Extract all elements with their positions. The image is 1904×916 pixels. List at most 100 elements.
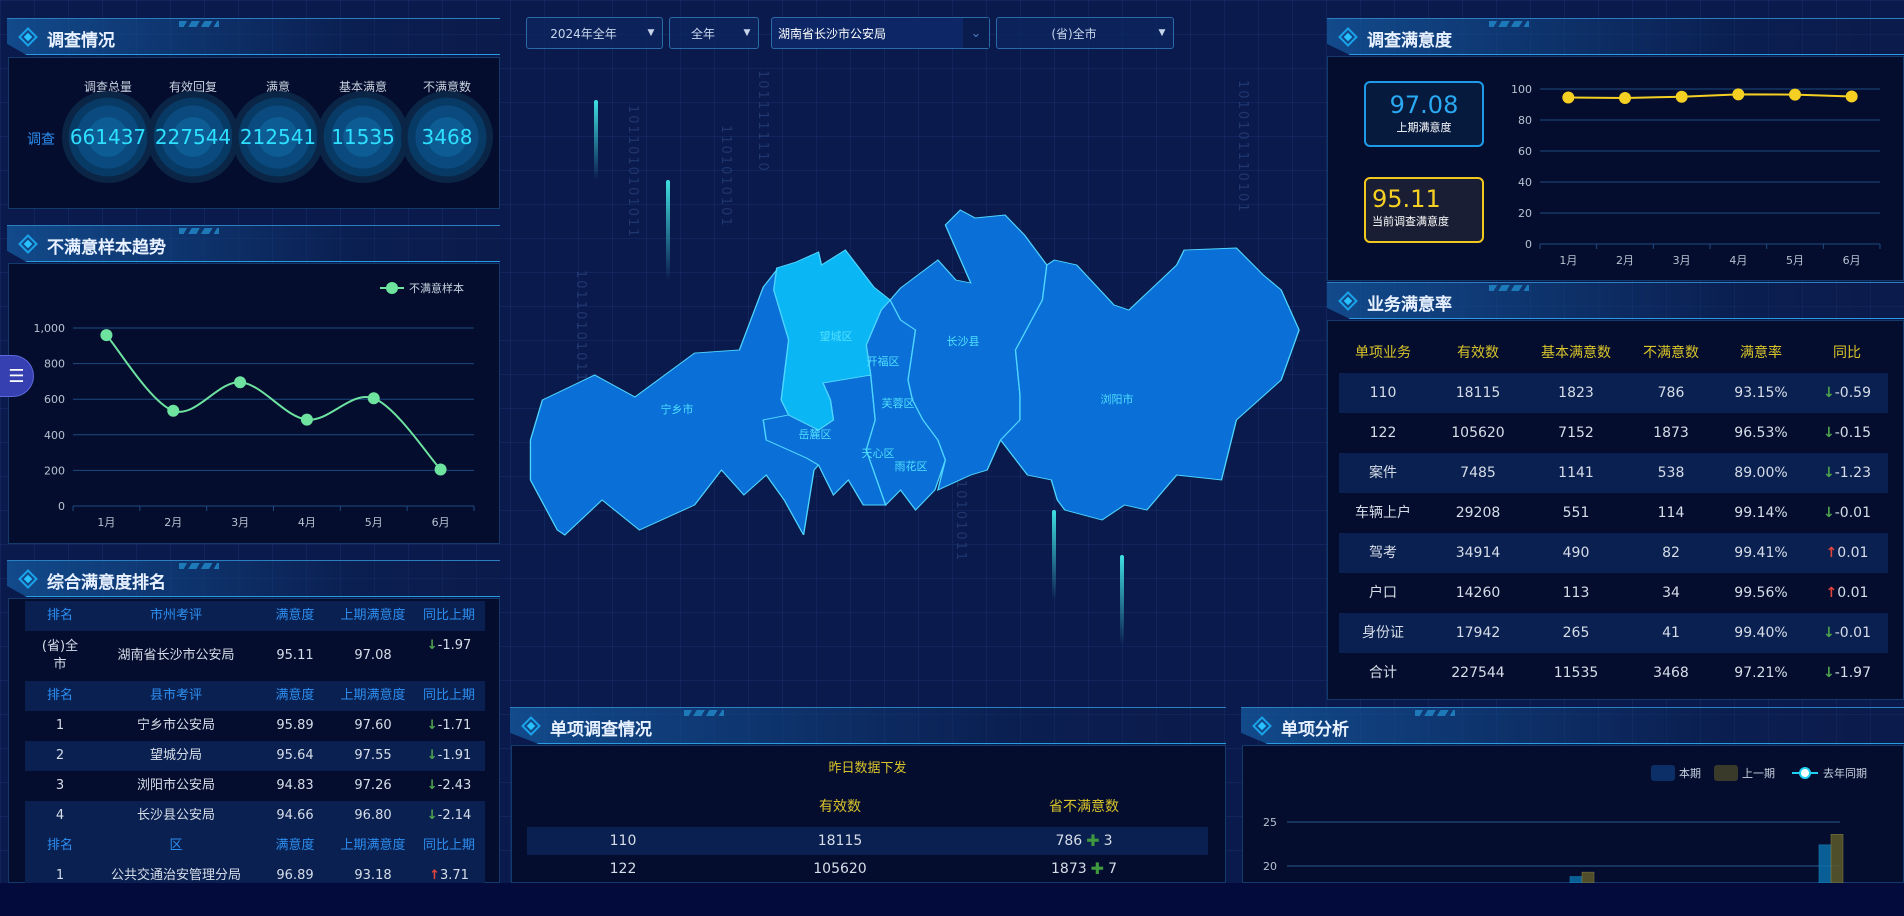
panel-title: 业务满意率 (1367, 295, 1452, 315)
diamond-icon (18, 569, 38, 589)
menu-collapse-icon: ☰ (8, 365, 25, 387)
change-value: -1.91 (437, 748, 472, 763)
ranking-row[interactable]: 4 长沙县公安局 94.66 96.80 ↓ -2.14 (25, 801, 485, 831)
arrow-up-icon: ↑ (429, 868, 440, 883)
year-select[interactable]: 2024年全年 ▼ (526, 17, 663, 49)
stripes-decoration (179, 228, 219, 234)
legend-label: 去年同期 (1823, 766, 1867, 780)
biz-header-row: 单项业务 有效数 基本满意数 不满意数 满意率 同比 (1339, 333, 1888, 373)
arrow-down-icon: ↓ (1823, 505, 1835, 521)
data-point (434, 463, 447, 476)
period-select[interactable]: 全年 ▼ (669, 17, 759, 49)
ranking-row[interactable]: (省)全市 湖南省长沙市公安局 95.11 97.08 ↓ -1.97 (25, 631, 485, 681)
arrow-down-icon: ↓ (1823, 465, 1835, 481)
diamond-icon (521, 716, 541, 736)
ranking-row[interactable]: 3 浏阳市公安局 94.83 97.26 ↓ -2.43 (25, 771, 485, 801)
ranking-cell: 公共交通治安管理分局 (110, 868, 241, 883)
ranking-row[interactable]: 2 望城分局 95.64 97.55 ↓ -1.91 (25, 741, 485, 771)
change-value: -2.14 (437, 808, 472, 823)
column-header: 满意度 (275, 688, 315, 703)
current-satisfaction-card: 95.11 当前调查满意度 (1364, 177, 1484, 243)
data-point (1619, 91, 1631, 104)
map-region-label: 岳麓区 (799, 428, 832, 441)
ranking-cell: 95.64 (276, 748, 314, 763)
biz-cell: 车辆上户 (1355, 505, 1411, 521)
diamond-icon (1338, 291, 1358, 311)
y-tick-label: 200 (44, 464, 65, 477)
change-value: 0.01 (1837, 585, 1869, 601)
ranking-cell: 长沙县公安局 (136, 808, 215, 823)
region-liuyang[interactable] (999, 247, 1300, 521)
ranking-cell: 宁乡市公安局 (136, 718, 215, 733)
column-header (543, 791, 703, 823)
column-header: 满意度 (275, 608, 315, 623)
biz-row[interactable]: 户口 14260 113 34 99.56% ↑ 0.01 (1339, 573, 1888, 613)
column-header: 不满意数 (1643, 345, 1699, 361)
area-value: (省)全市 (1051, 26, 1097, 41)
biz-row[interactable]: 案件 7485 1141 538 89.00% ↓ -1.23 (1339, 453, 1888, 493)
biz-row[interactable]: 车辆上户 29208 551 114 99.14% ↓ -0.01 (1339, 493, 1888, 533)
plus-icon: ✚ (1086, 831, 1100, 850)
single-row[interactable]: 122 105620 1873 ✚ 7 (527, 855, 1208, 883)
biz-table: 单项业务 有效数 基本满意数 不满意数 满意率 同比 110 18115 1823 786 93.1… (1339, 333, 1888, 693)
biz-cell: 34914 (1455, 545, 1501, 561)
prev-satisfaction-label: 上期满意度 (1396, 121, 1452, 134)
trend-chart: 0 200 400 600 800 1,000 1月 2月 3月 4月 5月 6月 不满意样本 (34, 281, 475, 529)
light-beam (1120, 555, 1124, 645)
ranking-row[interactable]: 1 宁乡市公安局 95.89 97.60 ↓ -1.71 (25, 711, 485, 741)
single-row[interactable]: 110 18115 786 ✚ 3 (527, 827, 1208, 855)
region-wangcheng[interactable] (773, 249, 891, 431)
binary-decoration: 10101011 (953, 480, 968, 563)
biz-cell: 265 (1562, 625, 1590, 641)
change-value: -1.97 (1834, 665, 1871, 681)
single-table: 有效数 省不满意数 110 18115 786 ✚ 3 122 105620 1873 ✚ 7 (527, 791, 1208, 883)
panel-title: 调查情况 (47, 31, 115, 51)
stripes-decoration (179, 21, 219, 27)
biz-row[interactable]: 驾考 34914 490 82 99.41% ↑ 0.01 (1339, 533, 1888, 573)
unsatisfied-cell: 1873 ✚ 7 (1004, 855, 1164, 883)
biz-row[interactable]: 122 105620 7152 1873 96.53% ↓ -0.15 (1339, 413, 1888, 453)
change-value: -2.43 (437, 778, 472, 793)
diamond-icon (18, 27, 38, 47)
biz-row[interactable]: 110 18115 1823 786 93.15% ↓ -0.59 (1339, 373, 1888, 413)
increase-value: 7 (1108, 861, 1117, 877)
period-value: 全年 (690, 26, 715, 41)
ranking-header-row: 排名 市州考评 满意度 上期满意度 同比上期 (25, 601, 485, 631)
change-cell: ↓ -1.23 (1797, 453, 1897, 493)
org-select[interactable]: 湖南省长沙市公安局 ⌄ (771, 17, 990, 49)
column-header: 满意度 (275, 838, 315, 853)
column-header: 同比上期 (422, 688, 475, 703)
chevron-down-icon[interactable]: ⌄ (963, 18, 989, 48)
survey-panel-header: 调查情况 (7, 18, 500, 55)
stripes-decoration (1415, 710, 1455, 716)
column-header: 区 (169, 838, 183, 853)
biz-cell: 驾考 (1369, 545, 1397, 561)
area-select[interactable]: (省)全市 ▼ (996, 17, 1174, 49)
biz-cell: 18115 (1455, 385, 1501, 401)
x-tick-label: 3月 (231, 516, 249, 529)
menu-toggle-button[interactable]: ☰ (0, 355, 34, 397)
y-tick-label: 60 (1518, 145, 1532, 158)
legend-label: 不满意样本 (409, 281, 464, 295)
ranking-cell: 97.08 (354, 648, 392, 663)
legend-swatch (1714, 765, 1738, 781)
data-point (367, 392, 380, 405)
legend-swatch (1651, 765, 1675, 781)
legend-marker (1799, 767, 1811, 779)
ranking-cell: 95.11 (276, 648, 314, 663)
y-tick-label: 1,000 (34, 322, 66, 335)
caret-down-icon: ▼ (647, 28, 655, 38)
arrow-down-icon: ↓ (1823, 425, 1835, 441)
biz-row[interactable]: 身份证 17942 265 41 99.40% ↓ -0.01 (1339, 613, 1888, 653)
bar (1830, 834, 1844, 883)
biz-cell: 41 (1662, 625, 1680, 641)
year-value: 2024年全年 (550, 26, 617, 41)
arrow-down-icon: ↓ (1823, 385, 1835, 401)
stat-circle: 212541 (232, 91, 324, 183)
biz-cell: 490 (1562, 545, 1590, 561)
biz-row[interactable]: 合计 227544 11535 3468 97.21% ↓ -1.97 (1339, 653, 1888, 693)
map-region-label: 天心区 (862, 447, 895, 460)
ranking-header-row: 排名 区 满意度 上期满意度 同比上期 (25, 831, 485, 861)
map-region-label: 浏阳市 (1101, 392, 1134, 406)
